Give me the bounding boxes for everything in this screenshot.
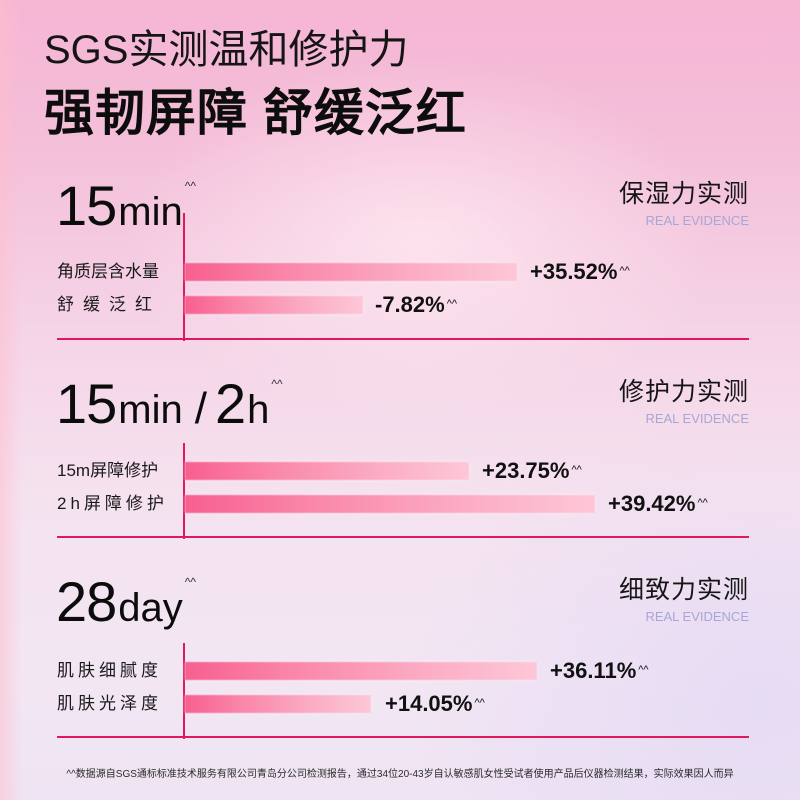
footnote-marker: ^^ (184, 179, 197, 193)
bar-value: +36.11% ^^ (550, 658, 649, 683)
bar (185, 263, 517, 281)
chart-axis-baseline (57, 536, 749, 538)
chart-axis-baseline (57, 338, 749, 340)
section-title-block: 修护力实测 REAL EVIDENCE (618, 378, 749, 426)
chart-axis-vertical (183, 643, 185, 739)
section-heading: 15 min ^^ (56, 178, 196, 234)
section-subtitle: REAL EVIDENCE (645, 213, 749, 228)
bar-row: 肌肤光泽度 +14.05% ^^ (0, 691, 800, 716)
section-title-block: 保湿力实测 REAL EVIDENCE (618, 180, 749, 228)
section-subtitle: REAL EVIDENCE (645, 411, 749, 426)
bar-value: +39.42% ^^ (608, 491, 708, 516)
heading-separator: / (194, 384, 207, 433)
footnote-marker: ^^ (271, 377, 283, 391)
bar-value: +14.05% ^^ (385, 691, 485, 716)
section-heading: 28 day ^^ (56, 574, 196, 630)
bar-value: +23.75% ^^ (482, 458, 582, 483)
bar-row: 2h屏障修护 +39.42% ^^ (0, 491, 800, 516)
bar-label: 肌肤光泽度 (57, 694, 162, 713)
section-title: 保湿力实测 (618, 180, 749, 208)
page-headline: 强韧屏障 舒缓泛红 (44, 85, 467, 141)
bar (185, 462, 469, 480)
section-title-block: 细致力实测 REAL EVIDENCE (618, 576, 749, 624)
heading-number: 28 (56, 570, 117, 633)
heading-number-2: 2 (214, 372, 246, 435)
bar-row: 肌肤细腻度 +36.11% ^^ (0, 658, 800, 683)
bar (185, 495, 595, 513)
chart-axis-vertical (183, 213, 185, 341)
bar-row: 15m屏障修护 +23.75% ^^ (0, 458, 800, 483)
chart-axis-baseline (57, 736, 749, 738)
bar-label: 角质层含水量 (57, 262, 159, 281)
footnote-marker: ^^ (184, 575, 197, 589)
heading-unit: min (118, 190, 183, 234)
section-title: 修护力实测 (618, 378, 749, 406)
bar-row: 舒缓泛红 -7.82% ^^ (0, 292, 800, 317)
bar-value: -7.82% ^^ (375, 292, 458, 317)
heading-unit-2: h (247, 388, 270, 432)
section-title: 细致力实测 (618, 576, 749, 604)
bar-label: 2h屏障修护 (57, 494, 168, 513)
bar-label: 15m屏障修护 (57, 461, 159, 480)
bar-label: 舒缓泛红 (57, 295, 161, 314)
bar (185, 695, 371, 713)
heading-number: 15 (56, 174, 117, 237)
chart-axis-vertical (183, 443, 185, 539)
background-edge (0, 0, 22, 800)
bar-value: +35.52% ^^ (530, 259, 630, 284)
bar-label: 肌肤细腻度 (57, 661, 162, 680)
heading-unit: min (118, 388, 183, 432)
bar-row: 角质层含水量 +35.52% ^^ (0, 259, 800, 284)
footnote: ^^数据源自SGS通标标准技术服务有限公司青岛分公司检测报告，通过34位20-4… (66, 769, 734, 780)
heading-number: 15 (56, 372, 117, 435)
section-heading: 15 min / 2 h ^^ (56, 376, 283, 432)
bar (185, 296, 363, 314)
heading-unit: day (118, 586, 183, 630)
page-title: SGS实测温和修护力 (44, 28, 409, 72)
section-subtitle: REAL EVIDENCE (645, 609, 749, 624)
bar (185, 662, 537, 680)
